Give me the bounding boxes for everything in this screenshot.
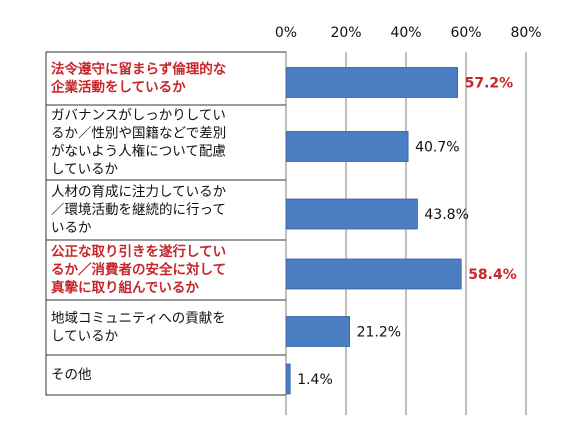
- x-tick-label: 20%: [330, 25, 361, 41]
- bar: [285, 67, 459, 98]
- x-tick-label: 40%: [390, 25, 421, 41]
- bar: [285, 198, 418, 230]
- category-label: 地域コミュニティへの貢献をしているか: [51, 311, 226, 345]
- category-label-line: 地域コミュニティへの貢献を: [51, 311, 226, 327]
- category-label-line: るか／消費者の安全に対して: [51, 261, 226, 278]
- bar: [285, 316, 350, 347]
- bar: [285, 258, 462, 290]
- category-box: [45, 104, 287, 181]
- data-label: 21.2%: [357, 325, 401, 341]
- category-label-line: しているか: [51, 162, 119, 178]
- category-label-line: るか／性別や国籍などで差別: [51, 125, 226, 142]
- category-box: [45, 179, 287, 241]
- gridlines: [285, 52, 527, 415]
- category-label-line: ガバナンスがしっかりしてい: [51, 108, 226, 124]
- category-label-line: ／環境活動を継続的に行って: [51, 202, 226, 218]
- category-label: その他: [51, 367, 92, 383]
- x-axis-tick-labels: 0% 20% 40% 60% 80%: [275, 25, 542, 41]
- category-label: 人材の育成に注力しているか ／環境活動を継続的に行っているか: [51, 184, 227, 236]
- category-label-line: 真摯に取り組んでいるか: [51, 279, 199, 296]
- category-box: [45, 299, 287, 356]
- data-label: 40.7%: [415, 140, 459, 156]
- category-label: ガバナンスがしっかりしているか／性別や国籍などで差別がないよう人権について配慮し…: [51, 108, 226, 178]
- x-tick-label: 0%: [275, 25, 297, 41]
- category-label-line: 企業活動をしているか: [50, 79, 186, 96]
- category-label-line: その他: [51, 367, 92, 383]
- category-labels: 法令遵守に留まらず倫理的な企業活動をしているかガバナンスがしっかりしているか／性…: [50, 61, 227, 384]
- category-label: 公正な取り引きを遂行しているか／消費者の安全に対して真摯に取り組んでいるか: [51, 243, 226, 296]
- data-label: 43.8%: [424, 207, 468, 223]
- bar: [285, 131, 409, 162]
- data-labels: 57.2% 40.7% 43.8% 58.4% 21.2% 1.4%: [297, 76, 517, 389]
- category-label-line: 人材の育成に注力しているか: [51, 184, 227, 200]
- category-label: 法令遵守に留まらず倫理的な企業活動をしているか: [50, 61, 226, 96]
- data-label: 57.2%: [465, 76, 514, 92]
- category-label-line: 公正な取り引きを遂行してい: [51, 243, 226, 260]
- x-tick-label: 80%: [510, 25, 541, 41]
- category-label-line: いるか: [51, 220, 92, 236]
- category-box: [45, 354, 287, 396]
- category-label-line: 法令遵守に留まらず倫理的な: [51, 61, 226, 78]
- category-label-boxes: [45, 51, 287, 396]
- category-label-line: しているか: [51, 329, 119, 345]
- category-box: [45, 239, 287, 301]
- bar: [285, 363, 291, 395]
- bars: [285, 67, 462, 395]
- data-label: 58.4%: [468, 267, 517, 283]
- category-box: [45, 51, 287, 106]
- x-tick-label: 60%: [450, 25, 481, 41]
- category-label-line: がないよう人権について配慮: [51, 143, 226, 160]
- data-label: 1.4%: [297, 372, 333, 388]
